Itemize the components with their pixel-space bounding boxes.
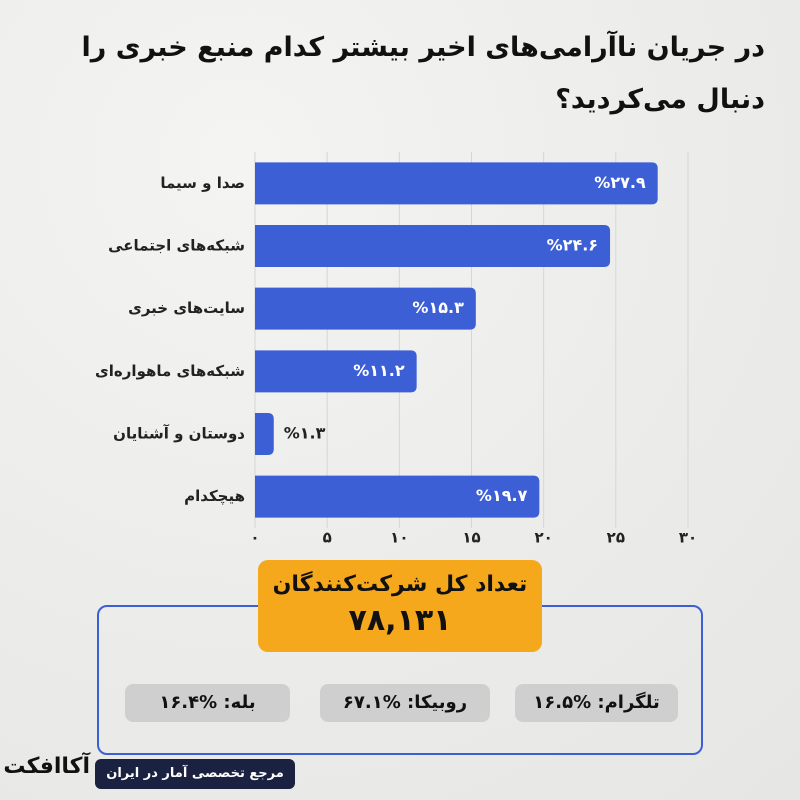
- bar: [255, 162, 658, 205]
- chart: ۰ ۵ ۱۰ ۱۵ ۲۰ ۲۵ ۳۰ صدا و سیما %۲۷.۹ شبکه‌های اجتم…: [95, 152, 697, 547]
- y-tick-label: دوستان و آشنایان: [113, 425, 245, 443]
- platform-pill: تلگرام: %۱۶.۵: [515, 684, 678, 722]
- x-tick-label: ۵: [323, 529, 332, 547]
- chart-title: در جریان ناآرامی‌های اخیر بیشتر کدام منب…: [81, 32, 766, 115]
- logo: آکاافکت: [3, 754, 90, 779]
- x-tick-label: ۱۰: [390, 529, 408, 547]
- platform-pill: بله: %۱۶.۴: [125, 684, 290, 722]
- value-label: %۱۱.۲: [353, 361, 405, 380]
- y-tick-label: صدا و سیما: [160, 174, 245, 192]
- y-tick-label: شبکه‌های اجتماعی: [108, 237, 245, 255]
- bar: [255, 413, 274, 455]
- x-tick-label: ۰: [250, 529, 259, 547]
- x-tick-label: ۳۰: [679, 529, 697, 547]
- participants-value: ۷۸,۱۳۱: [348, 603, 452, 638]
- bar: [255, 350, 417, 393]
- value-label: %۲۴.۶: [547, 236, 598, 255]
- y-tick-label: هیچکدام: [184, 487, 245, 506]
- participants-box: تعداد کل شرکت‌کنندگان ۷۸,۱۳۱: [258, 560, 542, 652]
- value-label: %۱۵.۳: [412, 298, 464, 317]
- platform-pill: روبیکا: %۶۷.۱: [320, 684, 490, 722]
- y-tick-label: سایت‌های خبری: [128, 299, 245, 317]
- y-tick-label: شبکه‌های ماهواره‌ای: [95, 362, 245, 380]
- value-label: %۱.۳: [284, 424, 326, 443]
- bar: [255, 287, 476, 330]
- bar: [255, 225, 611, 267]
- x-tick-label: ۲۰: [535, 529, 553, 547]
- x-tick-label: ۱۵: [462, 529, 480, 547]
- value-label: %۱۹.۷: [476, 486, 528, 505]
- bar: [255, 475, 540, 518]
- x-tick-label: ۲۵: [607, 529, 625, 547]
- value-label: %۲۷.۹: [594, 173, 646, 192]
- participants-label: تعداد کل شرکت‌کنندگان: [272, 572, 528, 597]
- tagline: مرجع تخصصی آمار در ایران: [95, 759, 295, 789]
